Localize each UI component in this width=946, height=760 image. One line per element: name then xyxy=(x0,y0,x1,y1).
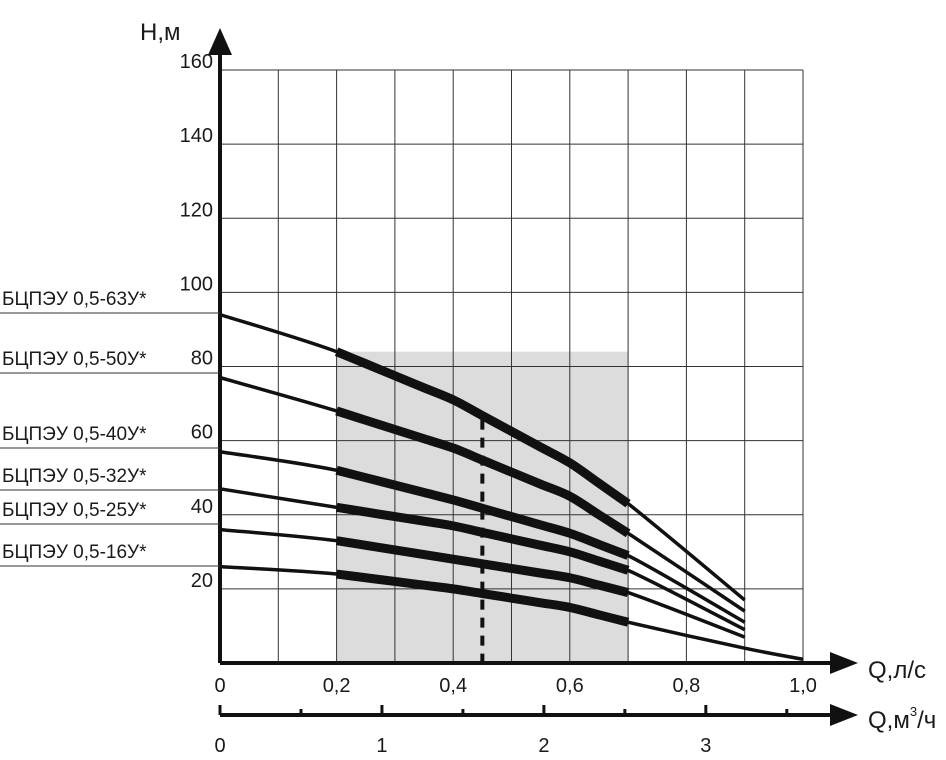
series-label: БЦПЭУ 0,5-32У* xyxy=(2,466,147,487)
x2-tick-label: 0 xyxy=(214,735,225,757)
x-tick-label: 0,8 xyxy=(672,675,700,697)
x-tick-label: 0,2 xyxy=(323,675,351,697)
grid xyxy=(220,69,804,663)
series-working-segment xyxy=(334,347,631,508)
labels: 20 40 60 80 100 120 140 160 0 0,2 0,4 0,6 0,8 1,0 0 1 2 3… xyxy=(0,51,817,757)
x2-axis-arrow xyxy=(830,704,858,726)
series-label: БЦПЭУ 0,5-25У* xyxy=(2,500,147,521)
series-label: БЦПЭУ 0,5-40У* xyxy=(2,424,147,445)
y-tick-label: 20 xyxy=(191,570,213,592)
x2-axis-label-suffix: /ч xyxy=(917,707,936,734)
y-tick-label: 120 xyxy=(180,199,213,221)
series-label: БЦПЭУ 0,5-16У* xyxy=(2,542,147,563)
y-tick-label: 40 xyxy=(191,496,213,518)
y-tick-label: 60 xyxy=(191,422,213,444)
x-tick-label: 0 xyxy=(214,675,225,697)
series-label: БЦПЭУ 0,5-63У* xyxy=(2,289,147,310)
series-label: БЦПЭУ 0,5-50У* xyxy=(2,349,147,370)
x2-axis-label-sup: 3 xyxy=(910,704,917,719)
x2-tick-label: 2 xyxy=(538,735,549,757)
y-tick-label: 160 xyxy=(180,51,213,73)
x2-tick-label: 1 xyxy=(376,735,387,757)
axes xyxy=(208,28,858,726)
y-tick-label: 80 xyxy=(191,348,213,370)
x-tick-label: 0,4 xyxy=(439,675,467,697)
x2-tick-label: 3 xyxy=(700,735,711,757)
x-axis-arrow xyxy=(830,652,858,674)
series-working-segment xyxy=(336,569,630,627)
x-tick-label: 0,6 xyxy=(556,675,584,697)
y-tick-label: 100 xyxy=(180,273,213,295)
x2-axis-label: Q,м3/ч xyxy=(868,704,936,734)
y-axis-label: H,м xyxy=(140,19,181,46)
y-tick-label: 140 xyxy=(180,125,213,147)
y-axis-arrow xyxy=(208,28,232,55)
x-axis-label: Q,л/с xyxy=(868,657,926,684)
x-tick-label: 1,0 xyxy=(789,675,817,697)
series-working-segment xyxy=(335,465,630,560)
x2-axis-label-prefix: Q,м xyxy=(868,707,910,734)
